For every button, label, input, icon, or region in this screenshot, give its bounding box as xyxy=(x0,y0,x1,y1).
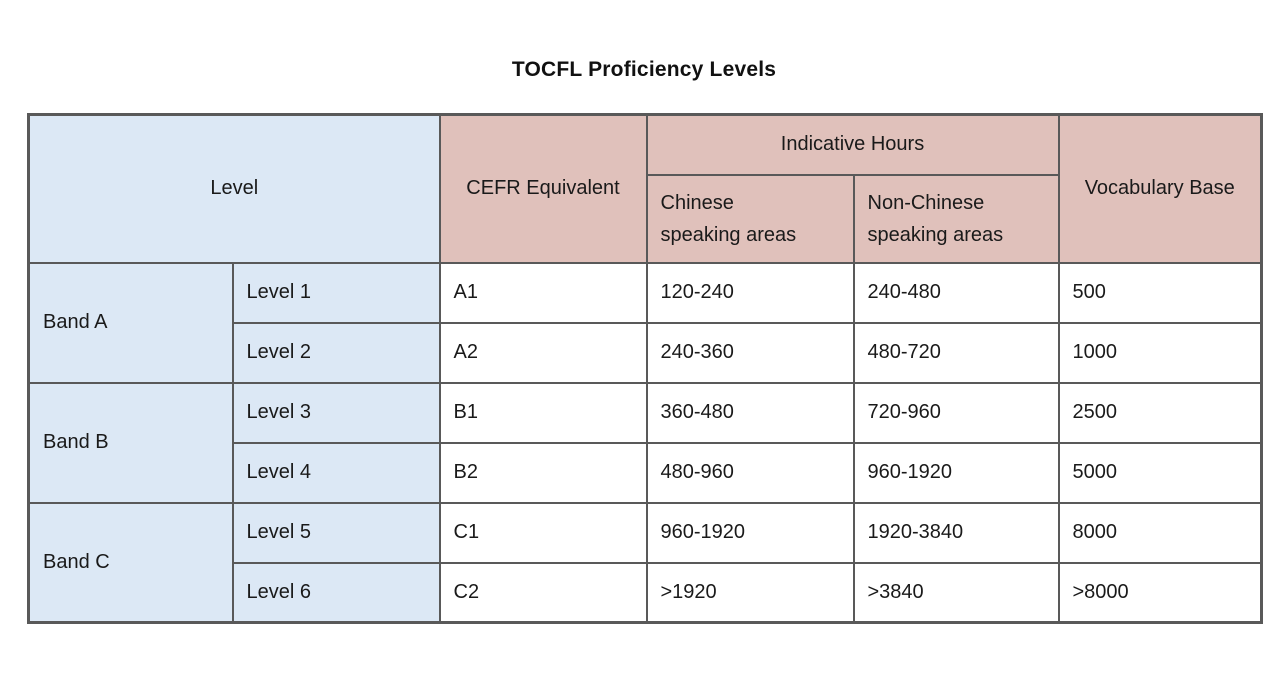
level-cell: Level 3 xyxy=(231,381,441,444)
hours-chinese-cell: >1920 xyxy=(645,561,855,624)
vocab-cell: 8000 xyxy=(1057,501,1263,564)
table-row-level-2: Level 2 A2 240-360 480-720 1000 xyxy=(29,321,1263,384)
band-c-cell: Band C xyxy=(27,501,234,624)
hours-non-chinese-cell: 960-1920 xyxy=(852,441,1060,504)
table-row-level-6: Level 6 C2 >1920 >3840 >8000 xyxy=(29,561,1263,624)
band-b-cell: Band B xyxy=(27,381,234,504)
hours-non-chinese-cell: 1920-3840 xyxy=(852,501,1060,564)
level-cell: Level 5 xyxy=(231,501,441,564)
header-non-chinese-speaking-areas: Non-Chinese speaking areas xyxy=(852,173,1060,264)
tocfl-proficiency-table: Level CEFR Equivalent Indicative Hours V… xyxy=(27,113,1263,624)
header-chinese-speaking-areas: Chinese speaking areas xyxy=(645,173,855,264)
level-cell: Level 2 xyxy=(231,321,441,384)
level-cell: Level 6 xyxy=(231,561,441,624)
vocab-cell: 2500 xyxy=(1057,381,1263,444)
vocab-cell: 5000 xyxy=(1057,441,1263,504)
vocab-cell: 500 xyxy=(1057,261,1263,324)
cefr-cell: A1 xyxy=(438,261,648,324)
band-a-cell: Band A xyxy=(27,261,234,384)
hours-non-chinese-cell: 240-480 xyxy=(852,261,1060,324)
hours-chinese-cell: 240-360 xyxy=(645,321,855,384)
hours-chinese-cell: 120-240 xyxy=(645,261,855,324)
table-row-level-5: Band C Level 5 C1 960-1920 1920-3840 800… xyxy=(27,501,1263,624)
header-row-sub: Chinese speaking areas Non-Chinese speak… xyxy=(29,173,1262,264)
cefr-cell: B2 xyxy=(438,441,648,504)
cefr-cell: A2 xyxy=(438,321,648,384)
table-row-level-4: Level 4 B2 480-960 960-1920 5000 xyxy=(29,441,1263,504)
header-cefr-equivalent: CEFR Equivalent xyxy=(438,113,648,264)
level-cell: Level 4 xyxy=(231,441,441,504)
hours-non-chinese-cell: 720-960 xyxy=(852,381,1060,444)
page-title: TOCFL Proficiency Levels xyxy=(511,58,777,81)
hours-chinese-cell: 480-960 xyxy=(645,441,855,504)
hours-chinese-cell: 360-480 xyxy=(645,381,855,444)
header-row-top: Level CEFR Equivalent Indicative Hours V… xyxy=(27,113,1263,264)
header-level: Level xyxy=(27,113,441,264)
hours-non-chinese-cell: >3840 xyxy=(852,561,1060,624)
cefr-cell: C1 xyxy=(438,501,648,564)
header-vocabulary-base: Vocabulary Base xyxy=(1057,113,1263,264)
cefr-cell: B1 xyxy=(438,381,648,444)
cefr-cell: C2 xyxy=(438,561,648,624)
table-row-level-1: Band A Level 1 A1 120-240 240-480 500 xyxy=(27,261,1263,384)
level-cell: Level 1 xyxy=(231,261,441,324)
header-indicative-hours: Indicative Hours xyxy=(645,113,1060,176)
hours-chinese-cell: 960-1920 xyxy=(645,501,855,564)
vocab-cell: >8000 xyxy=(1057,561,1263,624)
vocab-cell: 1000 xyxy=(1057,321,1263,384)
table-row-level-3: Band B Level 3 B1 360-480 720-960 2500 xyxy=(27,381,1263,504)
hours-non-chinese-cell: 480-720 xyxy=(852,321,1060,384)
